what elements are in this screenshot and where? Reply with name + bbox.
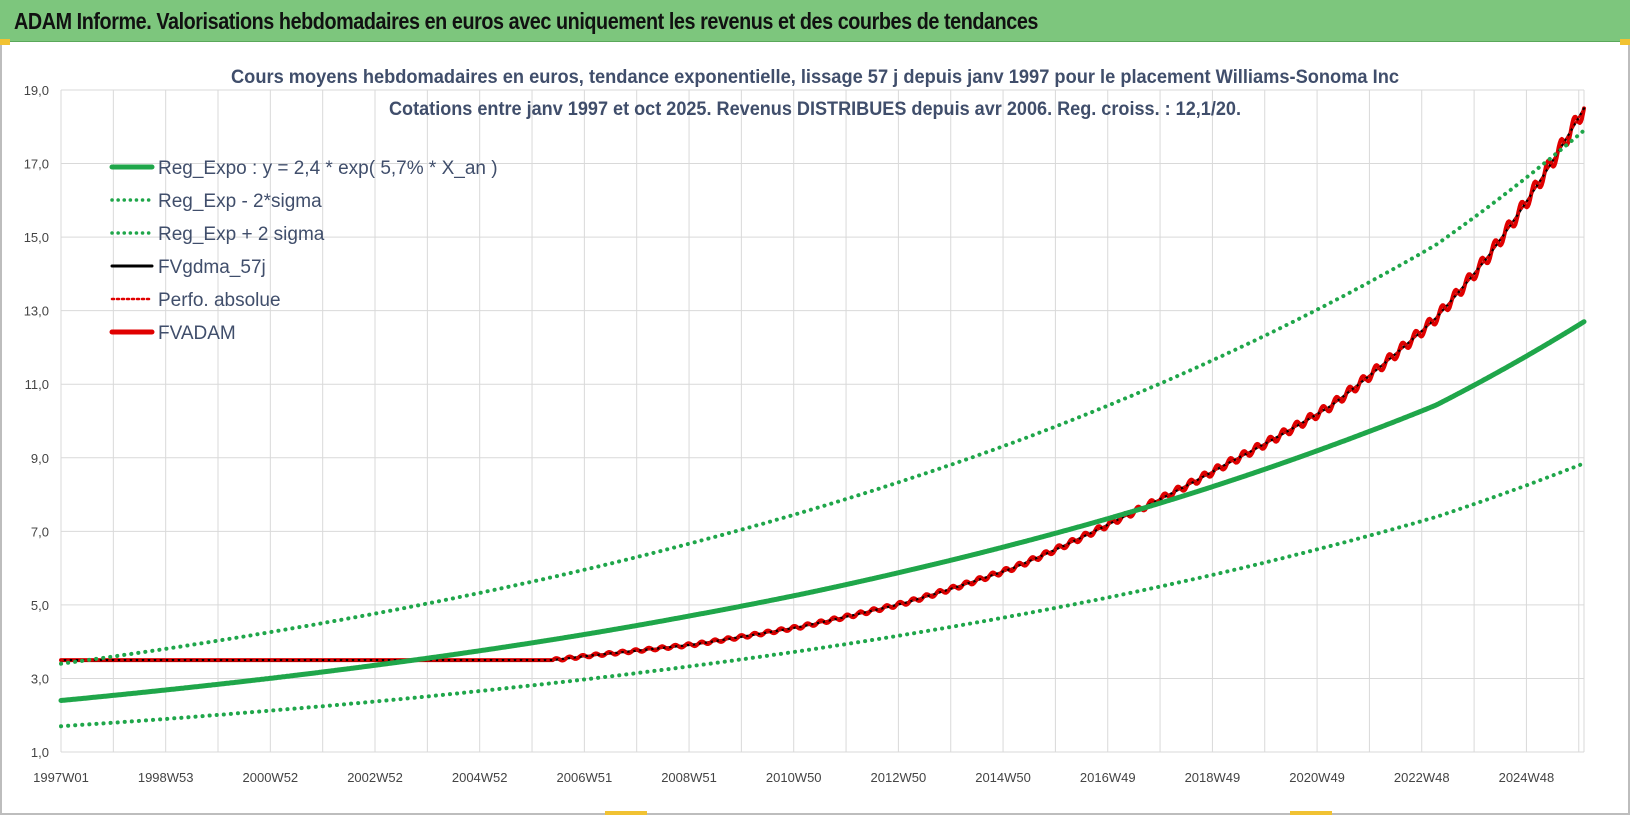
x-tick-label: 2008W51: [661, 770, 717, 785]
series-line-4: [60, 107, 1585, 662]
x-tick-label: 1997W01: [33, 770, 89, 785]
x-tick-label: 2024W48: [1499, 770, 1555, 785]
series-line-0: [58, 319, 1587, 703]
bottom-marker: [1290, 811, 1332, 815]
series-line-2: [59, 128, 1586, 666]
y-tick-label: 9,0: [31, 451, 49, 466]
chart-subtitle: Cotations entre janv 1997 et oct 2025. R…: [389, 99, 1241, 120]
series-line-1: [59, 461, 1586, 729]
x-tick-label: 2000W52: [243, 770, 299, 785]
y-tick-label: 13,0: [24, 304, 49, 319]
legend-label: FVADAM: [158, 323, 236, 344]
y-tick-label: 19,0: [24, 83, 49, 98]
x-tick-label: 2020W49: [1289, 770, 1345, 785]
x-tick-label: 2022W48: [1394, 770, 1450, 785]
series-lines: [58, 106, 1587, 729]
chart-area: 1,0 3,0 5,0 7,0 9,0 11,0 13,0 15,0 17,0 19,0 1997…: [0, 42, 1630, 815]
y-tick-label: 11,0: [25, 377, 49, 392]
x-axis-ticks: 1997W01 1998W53 2000W52 2002W52 2004W52 2006W…: [33, 770, 1554, 785]
y-tick-label: 3,0: [31, 671, 49, 686]
x-tick-label: 2004W52: [452, 770, 508, 785]
y-tick-label: 17,0: [24, 157, 49, 172]
corner-marker: [1620, 39, 1630, 45]
report-banner: ADAM Informe. Valorisations hebdomadaire…: [0, 0, 1630, 42]
x-tick-label: 2012W50: [871, 770, 927, 785]
corner-marker: [0, 39, 10, 45]
x-tick-label: 2010W50: [766, 770, 822, 785]
x-tick-label: 2016W49: [1080, 770, 1136, 785]
y-tick-label: 15,0: [24, 230, 49, 245]
y-axis-ticks: 1,0 3,0 5,0 7,0 9,0 11,0 13,0 15,0 17,0 19,0: [24, 83, 49, 760]
line-chart: 1,0 3,0 5,0 7,0 9,0 11,0 13,0 15,0 17,0 19,0 1997…: [24, 67, 1587, 785]
legend-label: Reg_Exp + 2 sigma: [158, 224, 325, 245]
x-tick-label: 2014W50: [975, 770, 1031, 785]
legend-label: Reg_Exp - 2*sigma: [158, 191, 322, 212]
legend-label: Perfo. absolue: [158, 290, 281, 311]
bottom-marker: [605, 811, 647, 815]
legend-label: Reg_Expo : y = 2,4 * exp( 5,7% * X_an ): [158, 158, 498, 179]
grid: [60, 89, 1585, 753]
legend-label: FVgdma_57j: [158, 257, 266, 278]
x-tick-label: 2002W52: [347, 770, 403, 785]
chart-title: Cours moyens hebdomadaires en euros, ten…: [231, 67, 1399, 88]
x-tick-label: 2006W51: [557, 770, 613, 785]
y-tick-label: 1,0: [31, 745, 49, 760]
x-tick-label: 2018W49: [1185, 770, 1241, 785]
y-tick-label: 5,0: [31, 598, 49, 613]
legend: Reg_Expo : y = 2,4 * exp( 5,7% * X_an ) R…: [109, 158, 498, 344]
y-tick-label: 7,0: [31, 524, 49, 539]
report-title: ADAM Informe. Valorisations hebdomadaire…: [14, 8, 1038, 34]
x-tick-label: 1998W53: [138, 770, 194, 785]
